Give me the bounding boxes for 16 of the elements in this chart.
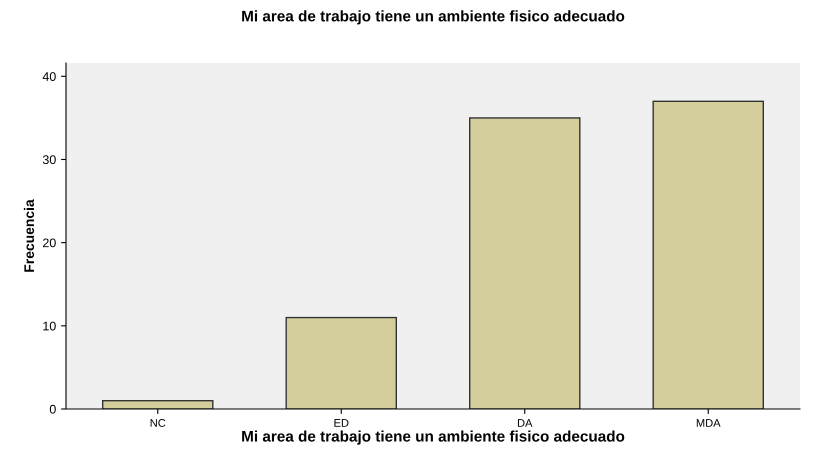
y-tick-label: 10: [43, 322, 56, 330]
y-tick-label: 30: [42, 155, 56, 164]
bar: [286, 316, 397, 409]
bar: [652, 100, 764, 409]
y-axis-title: Frecuencia: [24, 199, 34, 272]
x-tick-label: DA: [518, 419, 532, 427]
x-tick-label: ED: [334, 419, 348, 427]
chart-title: Mi area de trabajo tiene un ambiente fisico adecuado: [242, 10, 624, 25]
bar: [469, 117, 580, 409]
y-tick-label: 0: [50, 404, 56, 414]
y-tick-label: 20: [43, 238, 56, 248]
y-tick-label: 40: [42, 72, 56, 81]
x-axis-title: Mi area de trabajo tiene un ambiente fisico adecuado: [242, 430, 624, 445]
x-tick-label: NC: [150, 419, 166, 427]
x-tick-label: MDA: [696, 419, 721, 427]
bar: [102, 400, 214, 409]
